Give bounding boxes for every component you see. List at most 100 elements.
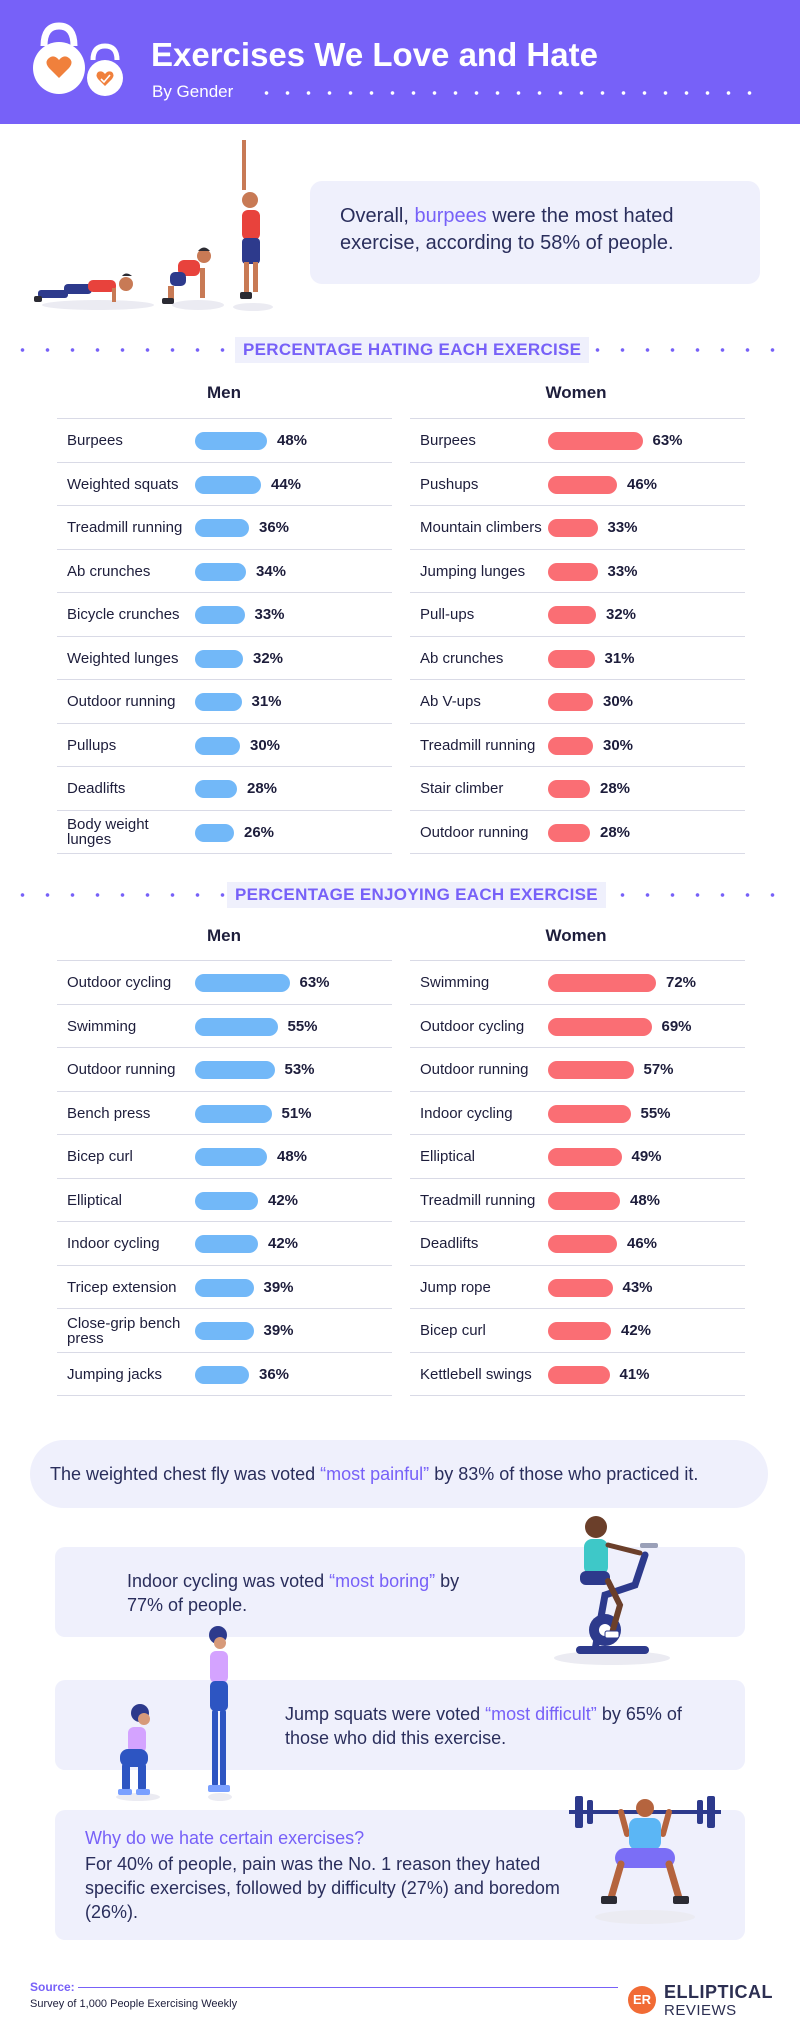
- boring-callout: Indoor cycling was voted “most boring” b…: [55, 1547, 745, 1637]
- percent-label: 31%: [604, 649, 635, 667]
- bar-enjoying-women: [548, 1235, 617, 1253]
- section-hating-title: PERCENTAGE HATING EACH EXERCISE: [235, 337, 590, 363]
- bar-hating-women: [548, 606, 596, 624]
- exercise-label: Treadmill running: [420, 736, 536, 754]
- table-bottom-rule: [410, 853, 745, 854]
- boring-text-start: Indoor cycling was voted: [127, 1571, 330, 1591]
- squatting-woman-figure: [118, 1704, 150, 1795]
- percent-label: 46%: [627, 475, 658, 493]
- table-row: Jumping lunges 33%: [410, 548, 745, 592]
- painful-text: The weighted chest fly was voted “most p…: [50, 1462, 760, 1486]
- bar-enjoying-men: [195, 1322, 254, 1340]
- indoor-cycling-illustration: [554, 1516, 670, 1665]
- percent-label: 32%: [253, 649, 284, 667]
- percent-label: 33%: [607, 562, 638, 580]
- percent-label: 41%: [619, 1365, 650, 1383]
- exercise-label: Close-grip bench press: [67, 1314, 181, 1347]
- exercise-label: Weighted squats: [67, 475, 179, 493]
- table-row: Body weight lunges 26%: [57, 809, 392, 853]
- enjoying-men-title: Men: [207, 926, 241, 945]
- intro-text-start: Overall,: [340, 205, 415, 227]
- percent-label: 30%: [603, 693, 634, 710]
- exercise-label: Pullups: [67, 736, 117, 754]
- table-row: Burpees 63%: [410, 418, 745, 461]
- barbell-squat-illustration: [569, 1796, 721, 1924]
- percent-label: 36%: [259, 519, 290, 536]
- table-row: Jump rope 43%: [410, 1264, 745, 1308]
- exercise-label: Outdoor running: [67, 693, 176, 710]
- bar-enjoying-men: [195, 1104, 272, 1123]
- table-row: Pullups 30%: [57, 722, 392, 766]
- bar-enjoying-women: [548, 1278, 613, 1297]
- plank-figure: [34, 273, 133, 302]
- table-row: Outdoor running 53%: [57, 1047, 392, 1090]
- exercise-label: Pull-ups: [420, 606, 475, 623]
- bar-hating-men: [195, 606, 245, 624]
- standing-woman-figure: [208, 1626, 230, 1792]
- bar-hating-women: [548, 736, 593, 755]
- table-row: Elliptical 49%: [410, 1134, 745, 1177]
- exercise-label: Pushups: [420, 475, 479, 493]
- percent-label: 36%: [259, 1365, 290, 1383]
- percent-label: 26%: [244, 823, 275, 841]
- exercise-label: Stair climber: [420, 780, 504, 797]
- table-row: Stair climber 28%: [410, 766, 745, 809]
- table-row: Ab V-ups 30%: [410, 679, 745, 722]
- percent-label: 42%: [268, 1235, 299, 1252]
- section-enjoying-title: PERCENTAGE ENJOYING EACH EXERCISE: [227, 882, 606, 908]
- exercise-label: Jump rope: [420, 1278, 491, 1296]
- painful-highlight: “most painful”: [320, 1464, 430, 1484]
- percent-label: 72%: [666, 974, 697, 991]
- table-row: Deadlifts 46%: [410, 1221, 745, 1264]
- percent-label: 39%: [263, 1322, 294, 1339]
- percent-label: 48%: [277, 1148, 308, 1165]
- intro-text: Overall, burpees were the most hated exe…: [340, 203, 750, 257]
- bar-enjoying-men: [195, 1191, 258, 1210]
- exercise-label: Bench press: [67, 1104, 151, 1122]
- table-row: Elliptical 42%: [57, 1177, 392, 1221]
- percent-label: 31%: [251, 693, 282, 710]
- hating-men-title: Men: [207, 383, 241, 402]
- exercise-label: Outdoor running: [67, 1061, 176, 1078]
- boring-text-end: by 77% of people.: [127, 1571, 460, 1615]
- exercise-label: Ab crunches: [420, 649, 504, 667]
- table-row: Outdoor cycling 69%: [410, 1003, 745, 1047]
- bar-enjoying-men: [195, 1148, 267, 1166]
- exercise-label: Kettlebell swings: [420, 1365, 532, 1383]
- percent-label: 43%: [622, 1278, 653, 1296]
- bar-hating-men: [195, 519, 249, 537]
- table-row: Kettlebell swings 41%: [410, 1351, 745, 1395]
- brand-name: ELLIPTICAL: [664, 1982, 773, 2002]
- table-row: Weighted lunges 32%: [57, 635, 392, 679]
- bar-hating-women: [548, 649, 595, 668]
- bar-hating-women: [548, 693, 593, 711]
- section-hating-header: PERCENTAGE HATING EACH EXERCISE: [0, 337, 800, 363]
- exercise-label: Bicycle crunches: [67, 606, 180, 623]
- difficult-highlight: “most difficult”: [485, 1704, 597, 1724]
- table-row: Bicycle crunches 33%: [57, 592, 392, 635]
- percent-label: 53%: [284, 1061, 315, 1078]
- percent-label: 69%: [661, 1017, 692, 1035]
- percent-label: 63%: [652, 432, 683, 449]
- exercise-label: Treadmill running: [420, 1191, 536, 1209]
- percent-label: 63%: [299, 974, 330, 991]
- table-row: Treadmill running 48%: [410, 1177, 745, 1221]
- why-title: Why do we hate certain exercises?: [85, 1828, 365, 1848]
- percent-label: 34%: [256, 562, 287, 580]
- percent-label: 46%: [627, 1235, 658, 1252]
- table-row: Outdoor running 28%: [410, 809, 745, 853]
- table-row: Weighted squats 44%: [57, 461, 392, 505]
- hating-women-title: Women: [545, 383, 607, 402]
- exercise-label: Mountain climbers: [420, 519, 542, 536]
- percent-label: 30%: [250, 736, 281, 754]
- exercise-label: Treadmill running: [67, 519, 183, 536]
- bar-hating-women: [548, 519, 598, 537]
- table-row: Tricep extension 39%: [57, 1264, 392, 1308]
- elliptical-reviews-logo[interactable]: ER ELLIPTICAL REVIEWS: [628, 1980, 788, 2020]
- source-text: Survey of 1,000 People Exercising Weekly: [30, 1998, 238, 2010]
- bar-enjoying-women: [548, 1061, 634, 1079]
- bar-hating-men: [195, 780, 237, 798]
- bar-hating-men: [195, 475, 261, 494]
- table-row: Mountain climbers 33%: [410, 505, 745, 548]
- jumping-figure: [240, 140, 260, 299]
